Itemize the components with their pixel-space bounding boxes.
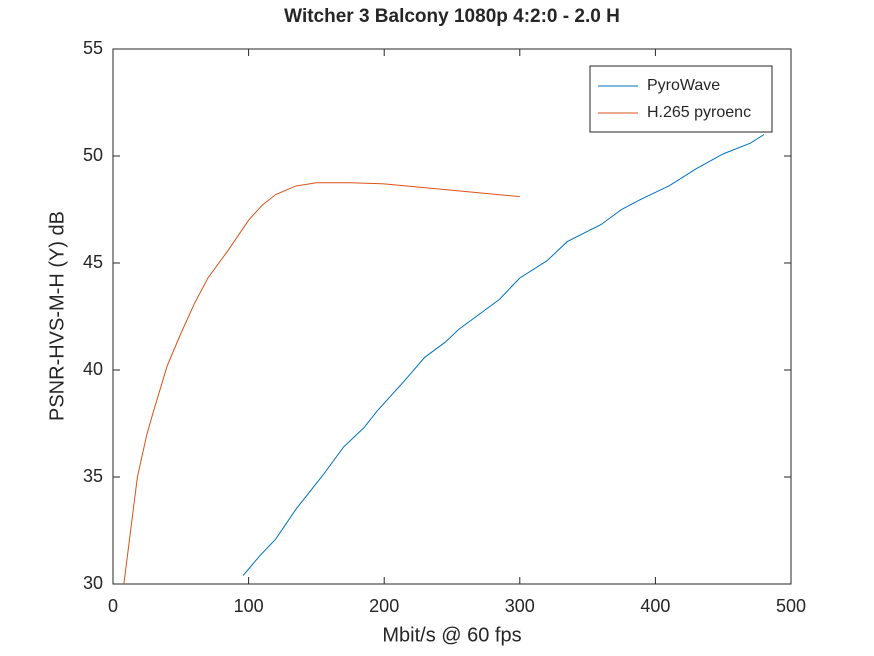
- y-tick-label: 50: [83, 145, 103, 165]
- legend-label: PyroWave: [647, 77, 720, 94]
- legend-label: H.265 pyroenc: [647, 104, 751, 121]
- x-tick-label: 500: [776, 596, 806, 616]
- y-tick-label: 45: [83, 252, 103, 272]
- x-tick-label: 200: [369, 596, 399, 616]
- series-line: [242, 134, 765, 576]
- y-tick-label: 55: [83, 38, 103, 58]
- legend-box: [589, 65, 773, 133]
- y-tick-label: 35: [83, 466, 103, 486]
- series-line: [123, 182, 520, 585]
- x-axis-label: Mbit/s @ 60 fps: [382, 624, 521, 646]
- x-tick-label: 100: [234, 596, 264, 616]
- x-tick-label: 400: [640, 596, 670, 616]
- plot-frame: [112, 48, 792, 585]
- x-tick-label: 300: [505, 596, 535, 616]
- y-tick-label: 30: [83, 573, 103, 593]
- x-tick-label: 0: [108, 596, 118, 616]
- chart-title: Witcher 3 Balcony 1080p 4:2:0 - 2.0 H: [284, 6, 620, 27]
- y-axis-label: PSNR-HVS-M-H (Y) dB: [46, 211, 68, 421]
- y-tick-label: 40: [83, 359, 103, 379]
